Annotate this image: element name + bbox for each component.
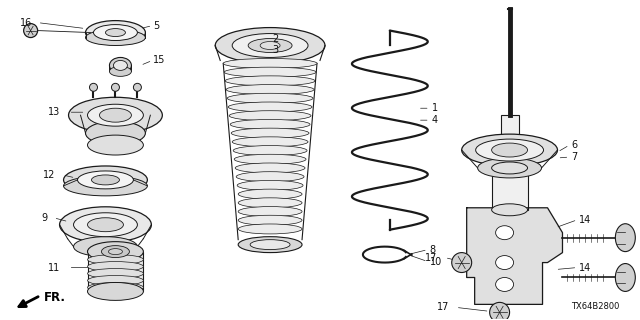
Ellipse shape: [232, 34, 308, 58]
Ellipse shape: [68, 97, 163, 133]
Text: 8: 8: [430, 244, 436, 255]
Text: 17: 17: [426, 252, 438, 263]
Ellipse shape: [238, 224, 302, 234]
Ellipse shape: [238, 206, 302, 217]
Ellipse shape: [133, 83, 141, 91]
Ellipse shape: [63, 176, 147, 196]
Ellipse shape: [225, 76, 315, 86]
Text: 2: 2: [272, 34, 278, 44]
Text: 3: 3: [272, 45, 278, 55]
Text: 6: 6: [572, 140, 577, 150]
Ellipse shape: [476, 139, 543, 161]
Text: 5: 5: [154, 20, 159, 31]
Ellipse shape: [237, 180, 303, 190]
Text: 10: 10: [430, 257, 442, 267]
Text: 16: 16: [20, 18, 33, 28]
Text: 1: 1: [432, 103, 438, 113]
Ellipse shape: [232, 137, 308, 147]
Ellipse shape: [109, 67, 131, 76]
Ellipse shape: [492, 143, 527, 157]
Ellipse shape: [102, 246, 129, 258]
Text: TX64B2800: TX64B2800: [571, 302, 620, 311]
Ellipse shape: [495, 256, 513, 269]
Ellipse shape: [234, 154, 306, 164]
Ellipse shape: [228, 102, 312, 112]
Text: 7: 7: [572, 152, 578, 162]
Text: 11: 11: [48, 262, 61, 273]
Bar: [88, 252, 143, 292]
Ellipse shape: [88, 283, 143, 292]
Ellipse shape: [238, 189, 302, 199]
Text: 9: 9: [42, 213, 47, 223]
Ellipse shape: [88, 283, 143, 300]
Ellipse shape: [230, 119, 310, 129]
Polygon shape: [467, 208, 563, 304]
Bar: [500, 115, 518, 145]
Ellipse shape: [63, 166, 147, 194]
Ellipse shape: [615, 264, 636, 292]
Text: 15: 15: [154, 55, 166, 65]
Ellipse shape: [88, 255, 143, 265]
Ellipse shape: [111, 83, 120, 91]
Ellipse shape: [86, 29, 145, 45]
Ellipse shape: [461, 134, 557, 166]
Ellipse shape: [260, 42, 280, 50]
Text: 12: 12: [44, 170, 56, 180]
Ellipse shape: [250, 240, 290, 250]
Text: 4: 4: [432, 115, 438, 125]
Ellipse shape: [238, 198, 302, 208]
Ellipse shape: [236, 172, 304, 182]
Text: 17: 17: [437, 302, 450, 312]
Ellipse shape: [215, 28, 325, 63]
Ellipse shape: [238, 237, 302, 252]
Ellipse shape: [90, 83, 97, 91]
Bar: [492, 168, 527, 210]
Ellipse shape: [231, 128, 309, 138]
Text: 14: 14: [579, 215, 592, 225]
Ellipse shape: [99, 108, 131, 122]
Ellipse shape: [86, 121, 145, 145]
Ellipse shape: [77, 171, 133, 189]
Ellipse shape: [224, 67, 316, 77]
Ellipse shape: [88, 104, 143, 126]
Ellipse shape: [248, 38, 292, 52]
Ellipse shape: [229, 111, 311, 121]
Ellipse shape: [86, 20, 145, 44]
Ellipse shape: [495, 226, 513, 240]
Ellipse shape: [495, 277, 513, 292]
Ellipse shape: [93, 25, 138, 41]
Text: 14: 14: [579, 262, 592, 273]
Ellipse shape: [235, 163, 305, 173]
Ellipse shape: [492, 204, 527, 216]
Text: FR.: FR.: [44, 291, 66, 304]
Ellipse shape: [223, 59, 317, 68]
Ellipse shape: [74, 237, 138, 257]
Ellipse shape: [88, 268, 143, 278]
Ellipse shape: [238, 215, 302, 225]
Ellipse shape: [226, 84, 314, 94]
Ellipse shape: [88, 218, 124, 232]
Ellipse shape: [452, 252, 472, 273]
Ellipse shape: [227, 93, 313, 103]
Ellipse shape: [113, 60, 127, 70]
Ellipse shape: [24, 24, 38, 37]
Ellipse shape: [88, 242, 143, 261]
Ellipse shape: [615, 224, 636, 252]
Ellipse shape: [92, 175, 120, 185]
Ellipse shape: [88, 261, 143, 271]
Ellipse shape: [74, 213, 138, 237]
Ellipse shape: [109, 58, 131, 73]
Ellipse shape: [492, 162, 527, 174]
Ellipse shape: [106, 28, 125, 36]
Ellipse shape: [108, 249, 122, 255]
Ellipse shape: [233, 146, 307, 156]
Ellipse shape: [60, 207, 152, 243]
Ellipse shape: [490, 302, 509, 320]
Ellipse shape: [477, 158, 541, 178]
Ellipse shape: [88, 135, 143, 155]
Text: 13: 13: [48, 107, 61, 117]
Ellipse shape: [88, 276, 143, 285]
